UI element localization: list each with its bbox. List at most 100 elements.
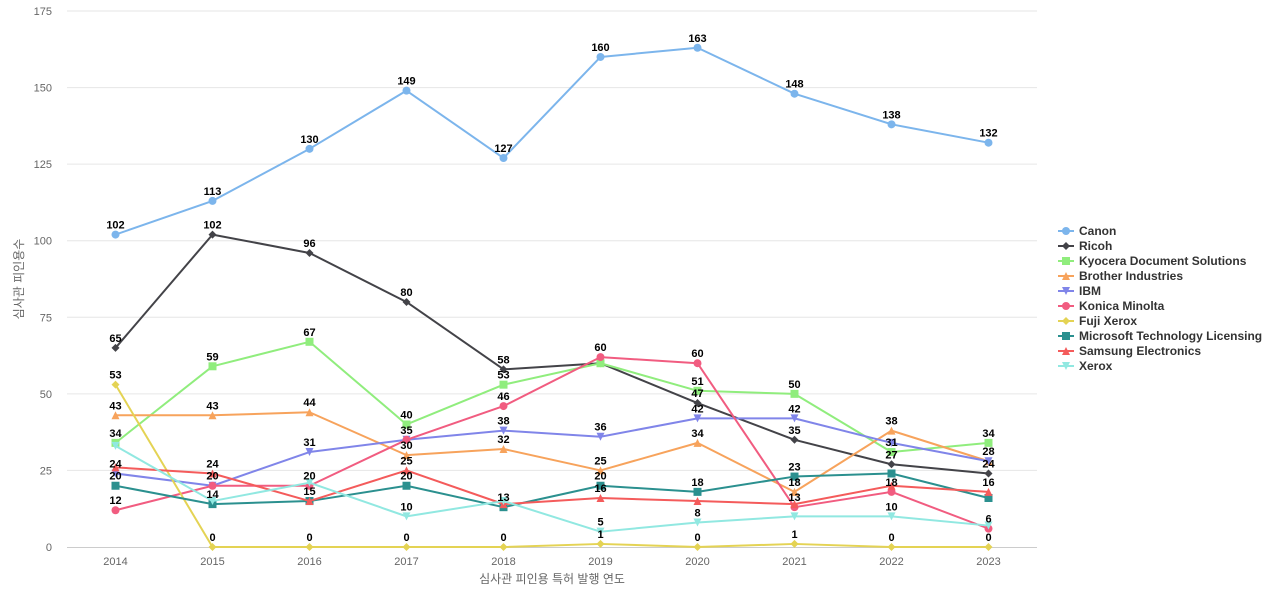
data-point xyxy=(596,353,605,362)
data-label: 50 xyxy=(788,379,800,391)
data-point xyxy=(305,144,314,153)
data-label: 24 xyxy=(109,458,122,470)
y-tick-label: 25 xyxy=(40,465,52,477)
data-label: 16 xyxy=(594,483,606,495)
y-tick-label: 125 xyxy=(34,159,52,171)
data-label: 6 xyxy=(985,514,991,526)
series-layer xyxy=(111,43,993,551)
legend-marker xyxy=(1062,242,1070,250)
legend-marker xyxy=(1062,272,1070,280)
data-point xyxy=(208,362,217,371)
data-point xyxy=(208,469,217,478)
data-label: 59 xyxy=(206,351,218,363)
data-point xyxy=(790,435,799,444)
data-label: 35 xyxy=(400,425,412,437)
y-axis-ticks: 0 25 50 75 100 125 150 175 xyxy=(34,6,52,554)
data-label: 130 xyxy=(300,134,318,146)
data-label: 20 xyxy=(206,471,218,483)
data-label: 42 xyxy=(788,403,800,415)
data-point xyxy=(305,248,314,257)
legend-label: Canon xyxy=(1079,224,1116,238)
data-point xyxy=(596,493,605,502)
data-point xyxy=(402,297,411,306)
x-tick-label: 2015 xyxy=(200,556,224,568)
series-line-microsoft-technology-licensing xyxy=(114,472,990,509)
data-point xyxy=(693,543,702,551)
data-point xyxy=(693,359,702,368)
y-tick-label: 150 xyxy=(34,83,52,95)
data-point xyxy=(402,451,411,460)
data-point xyxy=(887,426,896,435)
data-point xyxy=(208,497,217,506)
series-xerox xyxy=(111,441,993,536)
x-tick-label: 2017 xyxy=(394,556,418,568)
data-label: 40 xyxy=(400,409,412,421)
y-tick-label: 75 xyxy=(40,312,52,324)
legend-label: Samsung Electronics xyxy=(1079,344,1201,358)
legend-marker xyxy=(1062,362,1070,370)
series-line-konica-minolta xyxy=(114,356,990,530)
series-line-xerox xyxy=(114,444,990,533)
data-point xyxy=(790,487,799,496)
legend-marker xyxy=(1062,347,1070,355)
data-label: 8 xyxy=(694,507,700,519)
data-label: 31 xyxy=(885,437,897,449)
data-point xyxy=(693,497,702,506)
data-label: 44 xyxy=(303,397,316,409)
data-label: 34 xyxy=(982,428,995,440)
data-point xyxy=(499,444,508,453)
data-point xyxy=(596,481,605,490)
legend-item-xerox[interactable]: Xerox xyxy=(1058,359,1113,373)
legend-item-brother-industries[interactable]: Brother Industries xyxy=(1058,269,1183,283)
data-label: 132 xyxy=(979,128,997,140)
data-point xyxy=(596,432,605,441)
data-point xyxy=(790,512,799,521)
data-label: 12 xyxy=(109,495,121,507)
legend-label: Fuji Xerox xyxy=(1079,314,1137,328)
data-point xyxy=(111,411,120,420)
data-point xyxy=(596,466,605,475)
data-point xyxy=(596,52,605,61)
data-label: 0 xyxy=(403,532,409,544)
legend-item-konica-minolta[interactable]: Konica Minolta xyxy=(1058,299,1165,313)
data-label: 60 xyxy=(594,342,606,354)
data-point xyxy=(111,441,120,450)
data-point xyxy=(305,408,314,417)
series-line-brother-industries xyxy=(114,411,990,493)
legend-item-fuji-xerox[interactable]: Fuji Xerox xyxy=(1058,314,1137,328)
data-point xyxy=(984,487,993,496)
data-point xyxy=(111,469,120,478)
data-label: 25 xyxy=(400,455,412,467)
legend-item-ibm[interactable]: IBM xyxy=(1058,284,1101,298)
data-label: 43 xyxy=(109,400,121,412)
data-point xyxy=(402,481,411,490)
y-tick-label: 175 xyxy=(34,6,52,18)
legend-item-kyocera-document-solutions[interactable]: Kyocera Document Solutions xyxy=(1058,254,1247,268)
legend-item-ricoh[interactable]: Ricoh xyxy=(1058,239,1112,253)
data-point xyxy=(596,539,605,548)
data-label: 27 xyxy=(885,449,897,461)
gridlines xyxy=(67,10,1037,471)
data-label: 31 xyxy=(303,437,315,449)
data-label: 127 xyxy=(494,143,512,155)
data-point xyxy=(887,487,896,496)
data-point xyxy=(208,411,217,420)
data-point xyxy=(111,343,120,352)
data-label: 24 xyxy=(206,458,219,470)
data-point xyxy=(984,493,993,502)
legend-item-canon[interactable]: Canon xyxy=(1058,224,1116,238)
data-point xyxy=(499,543,508,551)
data-label: 43 xyxy=(206,400,218,412)
data-label: 58 xyxy=(497,354,509,366)
legend-item-samsung-electronics[interactable]: Samsung Electronics xyxy=(1058,344,1201,358)
legend-marker xyxy=(1062,227,1070,235)
data-point xyxy=(693,518,702,527)
legend-marker xyxy=(1062,287,1070,295)
data-point xyxy=(208,481,217,490)
legend-item-microsoft-technology-licensing[interactable]: Microsoft Technology Licensing xyxy=(1058,329,1262,343)
legend-label: Ricoh xyxy=(1079,239,1112,253)
data-point xyxy=(984,438,993,447)
data-point xyxy=(693,399,702,408)
data-point xyxy=(111,380,120,389)
data-label: 96 xyxy=(303,238,315,250)
